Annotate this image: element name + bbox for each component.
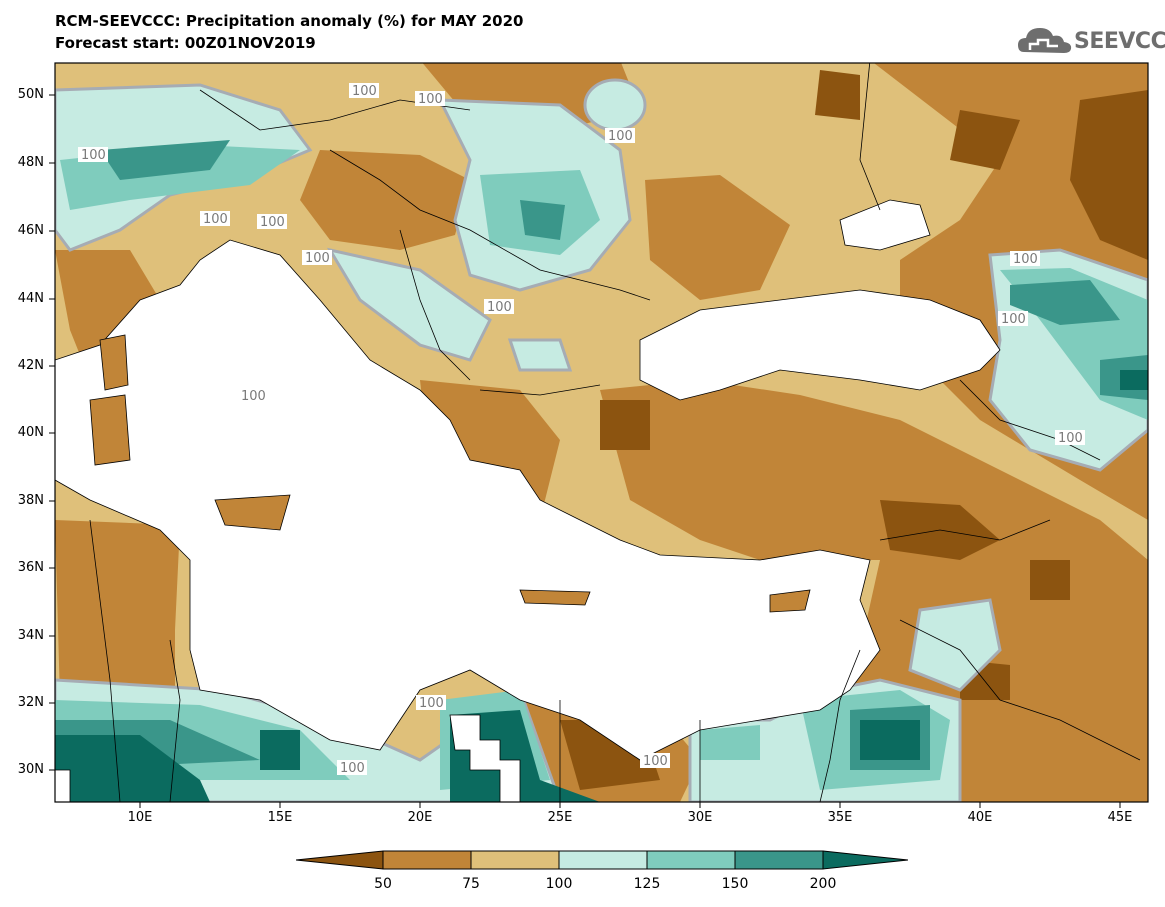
contour-label: 100	[81, 148, 106, 163]
contour-label: 100	[419, 696, 444, 711]
contour-label: 100	[643, 754, 668, 769]
seevccc-logo: SEEVCCC	[1018, 20, 1165, 60]
lat-label: 40N	[17, 425, 44, 440]
contour-label-bg	[415, 91, 445, 106]
lat-label: 32N	[17, 695, 44, 710]
contour-label-bg	[416, 695, 446, 710]
lat-label: 50N	[17, 87, 44, 102]
lat-label: 30N	[17, 762, 44, 777]
islands	[89, 334, 811, 613]
sea-mask	[55, 199, 1001, 802]
lon-label: 25E	[547, 810, 573, 825]
lon-label: 35E	[827, 810, 853, 825]
lon-label: 15E	[267, 810, 293, 825]
colorbar-tick-label: 50	[374, 876, 392, 892]
contour-label-bg	[1010, 251, 1040, 266]
contour-label-bg	[484, 299, 514, 314]
lat-label: 36N	[17, 560, 44, 575]
colorbar-segment-50-75	[382, 850, 472, 870]
contour-label-bg	[349, 83, 379, 98]
contour-label: 100	[352, 84, 377, 99]
lon-label: 30E	[687, 810, 713, 825]
anomaly-zone-above-200	[55, 370, 1148, 802]
colorbar-tick-label: 75	[462, 876, 480, 892]
lon-label: 45E	[1107, 810, 1133, 825]
cloud-icon	[1018, 28, 1072, 53]
lat-label: 38N	[17, 493, 44, 508]
contour-label-bg	[78, 147, 108, 162]
lon-label: 40E	[967, 810, 993, 825]
lon-label: 10E	[127, 810, 153, 825]
lat-label: 46N	[17, 223, 44, 238]
colorbar-segment-above-200	[822, 850, 908, 870]
colorbar-tick-label: 150	[721, 876, 749, 892]
lon-ticks	[139, 802, 1121, 808]
contour-label: 100	[608, 129, 633, 144]
contour-label-bg	[337, 760, 367, 775]
contour-label: 100	[203, 212, 228, 227]
colorbar-segment-75-100	[470, 850, 560, 870]
contour-label: 100	[1001, 312, 1026, 327]
contour-label: 100	[305, 251, 330, 266]
contour-label: 100	[1013, 252, 1038, 267]
contour-label-bg	[640, 753, 670, 768]
colorbar-tick-label: 100	[545, 876, 573, 892]
colorbar-segment-150-200	[734, 850, 824, 870]
contour-label-bg	[605, 128, 635, 143]
contour-label-bg	[238, 388, 268, 403]
logo-text: SEEVCCC	[1074, 29, 1165, 54]
contour-label-bg	[302, 250, 332, 265]
lat-label: 48N	[17, 155, 44, 170]
lat-ticks	[49, 94, 55, 771]
country-borders	[89, 63, 1141, 802]
colorbar-tick-label: 200	[809, 876, 837, 892]
contour-label: 100	[340, 761, 365, 776]
contour-label-bg	[200, 211, 230, 226]
contour-label-bg	[998, 311, 1028, 326]
contour-label-bg	[257, 214, 287, 229]
map-title: RCM-SEEVCCC: Precipitation anomaly (%) f…	[55, 12, 524, 30]
forecast-start-label: Forecast start: 00Z01NOV2019	[55, 34, 316, 52]
lat-label: 42N	[17, 358, 44, 373]
lon-label: 20E	[407, 810, 433, 825]
colorbar-segment-100-125	[558, 850, 648, 870]
colorbar-segment-below-50	[296, 850, 384, 870]
contour-label: 100	[487, 300, 512, 315]
contour-label: 100	[241, 389, 266, 404]
contour-label: 100	[418, 92, 443, 107]
lat-label: 44N	[17, 291, 44, 306]
contour-label: 100	[1058, 431, 1083, 446]
colorbar	[296, 850, 908, 870]
contour-label-bg	[1055, 430, 1085, 445]
contour-label: 100	[260, 215, 285, 230]
lat-label: 34N	[17, 628, 44, 643]
contour-labels: 100 100 100 100 100 100 100 100 100 100 …	[78, 83, 1085, 776]
colorbar-segment-125-150	[646, 850, 736, 870]
colorbar-tick-label: 125	[633, 876, 661, 892]
